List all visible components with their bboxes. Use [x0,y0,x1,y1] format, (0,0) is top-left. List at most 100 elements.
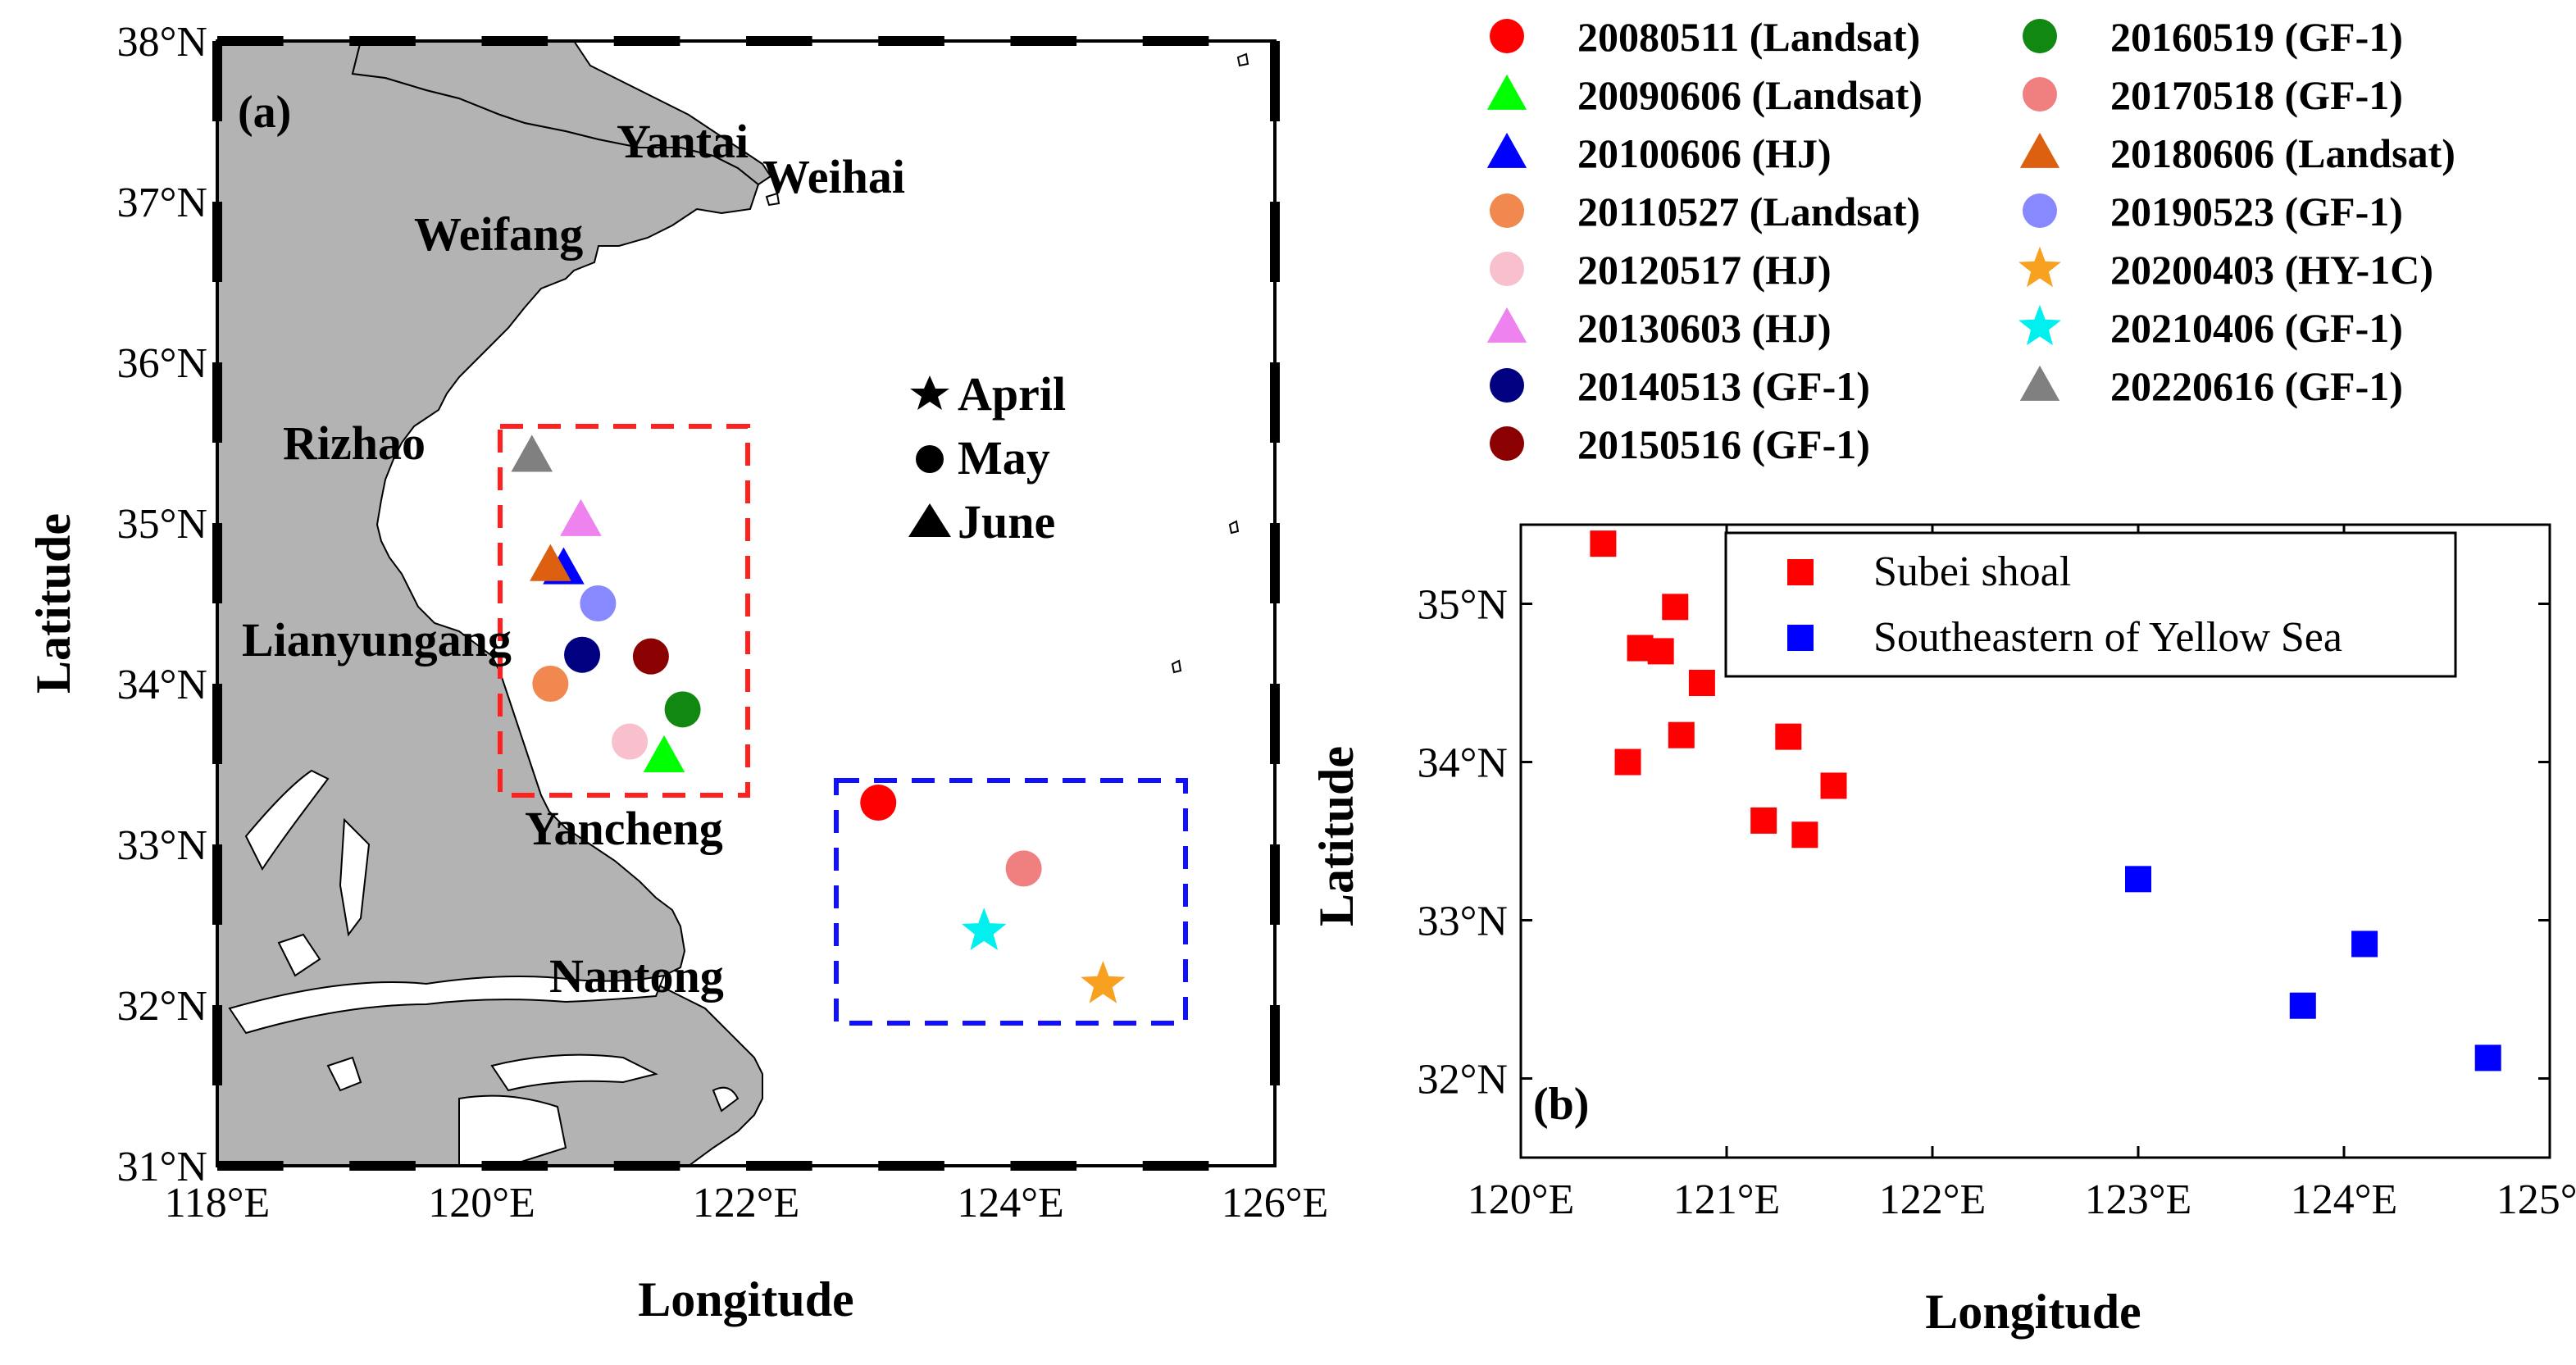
legend-entry-20200403-hy-1c: 20200403 (HY-1C) [2110,247,2433,293]
frame-segment-top [613,36,680,46]
scatter-x-axis-label: Longitude [1925,1285,2141,1339]
map-y-tick-label: 36°N [117,340,207,387]
frame-segment-top [481,36,548,46]
marker-20190523-gf-1 [580,585,617,621]
series-legend-marker-subbei [1787,559,1814,585]
month-legend-april: April [958,367,1066,421]
legend-marker-20210406-gf-1 [2018,304,2061,346]
scatter-point-subei-shoal [1791,821,1818,849]
circle-icon [916,445,944,473]
legend-marker-20110527-landsat [1490,193,1524,228]
legend-entry-20090606-landsat: 20090606 (Landsat) [1577,72,1923,118]
city-label-yancheng: Yancheng [525,802,723,855]
frame-segment-right [1270,523,1280,603]
scatter-panel: 120°E 121°E 122°E 123°E 124°E 125°E 32°N 33°N 34… [1309,523,2576,1339]
scatter-y-tick-label: 35°N [1418,582,1508,629]
map-x-tick-label: 122°E [693,1180,800,1226]
legend-marker-20200403-hy-1c [2018,246,2061,288]
marker-20150516-gf-1 [632,638,669,675]
frame-segment-left [212,202,222,282]
triangle-icon [908,503,951,537]
city-label-lianyungang: Lianyungang [242,613,512,667]
map-y-tick-label: 32°N [117,983,207,1030]
scatter-point-subei-shoal [1688,670,1715,696]
city-label-rizhao: Rizhao [283,416,426,470]
legend-entry-20180606-landsat: 20180606 (Landsat) [2110,130,2455,176]
scatter-point-subei-shoal [1775,723,1802,750]
scatter-point-subei-shoal [1662,594,1689,621]
scatter-y-tick-label: 33°N [1418,899,1508,945]
panel-label-a: (a) [238,87,291,138]
scatter-y-axis-label: Latitude [1309,746,1363,926]
map-x-tick-label: 126°E [1222,1180,1329,1226]
marker-20080511-landsat [860,785,897,821]
city-label-weihai: Weihai [762,150,905,203]
scatter-point-subei-shoal [1590,530,1617,557]
frame-segment-bottom [746,1161,812,1171]
scatter-point-southeastern-of-yellow-sea [2125,866,2151,893]
scatter-point-southeastern-of-yellow-sea [2474,1044,2501,1072]
map-y-tick-label: 33°N [117,822,207,869]
marker-20130603-hj [560,498,602,536]
frame-segment-right [1270,844,1280,925]
legend-marker-20190523-gf-1 [2023,193,2057,228]
frame-segment-top [349,36,416,46]
star-icon [910,375,949,410]
series-legend-southeastern: Southeastern of Yellow Sea [1873,614,2342,661]
frame-segment-top [1010,36,1077,46]
legend-entry-20210406-gf-1: 20210406 (GF-1) [2110,305,2403,351]
frame-segment-bottom [349,1161,416,1171]
map-y-tick-label: 34°N [117,662,207,708]
scatter-x-tick-label: 125°E [2496,1176,2576,1223]
frame-segment-bottom [481,1161,548,1171]
frame-segment-left [212,684,222,764]
legend-entry-20130603-hj: 20130603 (HJ) [1577,305,1832,351]
marker-20160519-gf-1 [664,691,701,728]
subei-shoal-box [498,424,750,798]
legend-marker-20160519-gf-1 [2023,19,2057,53]
frame-segment-bottom [1010,1161,1077,1171]
map-border-ticks [212,36,1280,1171]
marker-20170518-gf-1 [1005,850,1042,887]
legend-marker-20090606-landsat [1486,74,1527,110]
series-legend-subbei: Subei shoal [1873,548,2071,595]
frame-segment-bottom [1142,1161,1209,1171]
marker-20180606-landsat [530,544,571,581]
frame-segment-right [1270,362,1280,443]
month-legend-may: May [958,431,1050,485]
frame-segment-left [212,1005,222,1085]
scatter-x-tick-label: 120°E [1468,1176,1575,1223]
frame-segment-right [1270,1005,1280,1085]
city-labels: Yantai Weihai Weifang Rizhao Lianyungang… [242,115,905,1003]
legend-marker-20120517-hj [1490,252,1524,286]
scatter-y-tick-label: 34°N [1418,740,1508,787]
frame-segment-top [1142,36,1209,46]
frame-segment-top [746,36,812,46]
frame-segment-right [1270,202,1280,282]
legend-marker-20180606-landsat [2019,132,2060,168]
legend-entry-20150516-gf-1: 20150516 (GF-1) [1577,421,1870,467]
marker-20210406-gf-1 [962,908,1007,950]
series-legend-marker-southeastern [1787,625,1814,651]
legend-marker-20220616-gf-1 [2019,365,2060,401]
city-label-nantong: Nantong [549,949,724,1003]
legend-entry-20220616-gf-1: 20220616 (GF-1) [2110,363,2403,409]
legend-entry-20190523-gf-1: 20190523 (GF-1) [2110,189,2403,234]
marker-20140513-gf-1 [564,636,601,673]
map-y-tick-label: 31°N [117,1144,207,1190]
scatter-x-tick-label: 123°E [2085,1176,2192,1223]
scatter-point-southeastern-of-yellow-sea [2289,992,2316,1019]
scatter-point-subei-shoal [1750,807,1777,834]
city-label-yantai: Yantai [617,115,749,168]
month-legend-june: June [958,495,1055,548]
legend-marker-20150516-gf-1 [1490,426,1524,461]
marker-20220616-gf-1 [511,435,553,472]
scatter-x-tick-label: 121°E [1673,1176,1781,1223]
scatter-point-subei-shoal [1614,748,1641,776]
legend-marker-20170518-gf-1 [2023,77,2057,111]
legend-marker-20130603-hj [1486,307,1527,343]
frame-segment-right [1270,684,1280,764]
legend-entry-20110527-landsat: 20110527 (Landsat) [1577,189,1920,234]
marker-20120517-hj [612,723,649,760]
